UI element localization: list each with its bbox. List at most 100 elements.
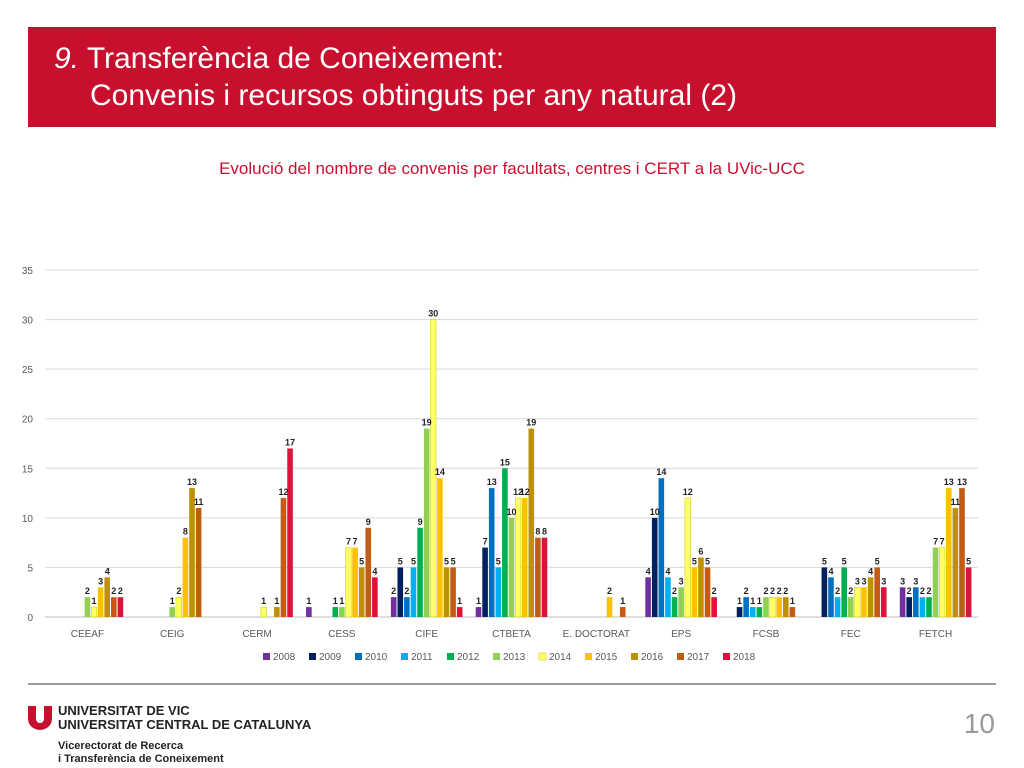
bar <box>169 607 176 617</box>
bar <box>945 488 952 617</box>
data-label: 4 <box>105 566 110 576</box>
data-label: 2 <box>672 586 677 596</box>
bar <box>736 607 743 617</box>
data-label: 12 <box>278 487 288 497</box>
data-label: 5 <box>692 556 697 566</box>
x-tick-label: FCSB <box>753 629 780 640</box>
legend-swatch <box>401 653 408 660</box>
data-label: 2 <box>835 586 840 596</box>
data-label: 5 <box>451 556 456 566</box>
data-label: 8 <box>535 527 540 537</box>
data-label: 3 <box>913 576 918 586</box>
x-tick-label: EPS <box>671 629 691 640</box>
bar <box>189 488 195 617</box>
legend-label: 2014 <box>549 652 572 663</box>
bar <box>861 587 867 617</box>
data-label: 5 <box>398 556 403 566</box>
data-label: 15 <box>500 457 510 467</box>
bar <box>606 597 613 617</box>
bar <box>90 606 98 618</box>
bar <box>482 547 488 617</box>
page-number: 10 <box>963 708 995 739</box>
data-label: 2 <box>111 586 116 596</box>
slide-title-text: Transferència de Coneixement: <box>86 42 505 75</box>
legend-label: 2017 <box>687 652 710 663</box>
bar <box>749 607 756 617</box>
bar <box>274 607 280 617</box>
data-label: 2 <box>744 586 749 596</box>
data-label: 1 <box>620 596 625 606</box>
bar <box>874 567 880 617</box>
bar <box>195 507 202 617</box>
data-label: 4 <box>828 566 833 576</box>
data-label: 1 <box>170 596 175 606</box>
bar <box>619 607 626 617</box>
data-label: 13 <box>487 477 497 487</box>
footer-divider <box>28 683 996 685</box>
y-tick-label: 20 <box>22 415 34 426</box>
data-label: 9 <box>418 517 423 527</box>
slide-title-number: 9. <box>54 42 80 75</box>
vicerectorat-line1: Vicerectorat de Recerca <box>58 740 184 752</box>
data-label: 30 <box>428 309 438 319</box>
bar <box>175 596 182 618</box>
data-label: 19 <box>422 418 432 428</box>
data-label: 1 <box>92 596 97 606</box>
data-label: 7 <box>483 537 488 547</box>
bar <box>926 597 932 617</box>
data-label: 2 <box>118 586 123 596</box>
y-tick-label: 25 <box>22 365 34 376</box>
legend-swatch <box>309 653 316 660</box>
data-label: 2 <box>848 586 853 596</box>
legend-swatch <box>585 653 592 660</box>
y-tick-label: 15 <box>22 464 34 475</box>
data-label: 2 <box>770 586 775 596</box>
data-label: 2 <box>607 586 612 596</box>
data-label: 4 <box>868 566 873 576</box>
bar <box>535 537 541 617</box>
legend-swatch <box>447 653 454 660</box>
bar <box>306 607 312 617</box>
data-label: 2 <box>777 586 782 596</box>
data-label: 1 <box>333 596 338 606</box>
data-label: 2 <box>763 586 768 596</box>
data-label: 12 <box>520 487 530 497</box>
bar <box>939 547 946 618</box>
data-label: 5 <box>444 556 449 566</box>
data-label: 17 <box>285 437 295 447</box>
bar <box>959 488 965 617</box>
bar <box>776 597 782 617</box>
legend-swatch <box>723 653 730 660</box>
y-tick-label: 30 <box>22 316 34 327</box>
data-label: 1 <box>790 596 795 606</box>
data-label: 3 <box>900 576 905 586</box>
bar <box>899 587 906 617</box>
x-tick-label: CEEAF <box>71 629 104 640</box>
data-label: 10 <box>650 507 660 517</box>
bar <box>691 567 698 617</box>
bar <box>769 596 776 618</box>
data-label: 4 <box>646 566 651 576</box>
vicerectorat-line2: i Transferència de Coneixement <box>58 753 224 765</box>
bar <box>104 577 111 617</box>
bar <box>182 537 189 617</box>
data-label: 1 <box>737 596 742 606</box>
data-label: 7 <box>940 537 945 547</box>
bar <box>475 607 482 617</box>
slide-title-line1: 9. Transferència de Coneixement: <box>54 42 504 76</box>
data-label: 1 <box>750 596 755 606</box>
university-logo-icon <box>28 706 52 730</box>
bar <box>834 597 841 617</box>
bar <box>756 607 763 617</box>
x-tick-label: CERM <box>242 629 271 640</box>
bar <box>260 606 267 618</box>
bar <box>521 498 528 617</box>
bar <box>404 597 410 617</box>
data-label: 19 <box>526 418 536 428</box>
bar <box>743 597 749 617</box>
bar <box>711 597 717 617</box>
legend-swatch <box>631 653 638 660</box>
legend-label: 2009 <box>319 652 342 663</box>
data-label: 3 <box>861 576 866 586</box>
data-label: 1 <box>339 596 344 606</box>
